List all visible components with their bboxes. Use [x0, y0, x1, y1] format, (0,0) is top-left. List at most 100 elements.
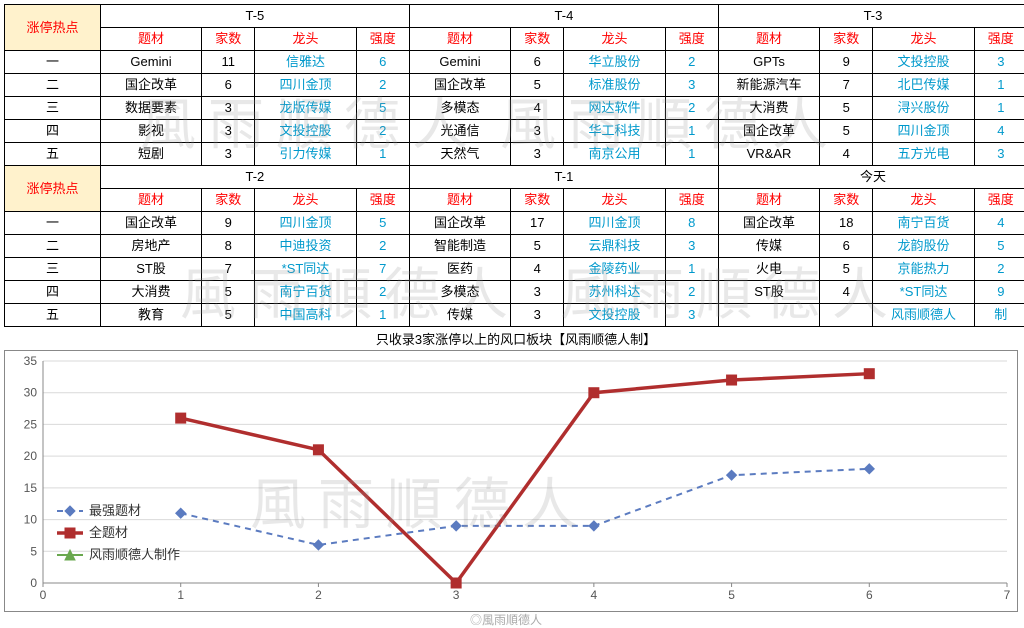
- column-header: 龙头: [873, 28, 974, 51]
- data-cell: 文投控股: [255, 120, 356, 143]
- data-cell: 天然气: [409, 143, 510, 166]
- column-header: 龙头: [564, 189, 665, 212]
- data-cell: 大消费: [718, 97, 819, 120]
- data-cell: 引力传媒: [255, 143, 356, 166]
- data-cell: Gemini: [100, 51, 201, 74]
- column-header: 题材: [100, 28, 201, 51]
- data-cell: 国企改革: [718, 120, 819, 143]
- svg-text:6: 6: [866, 588, 873, 602]
- data-cell: 5: [511, 74, 564, 97]
- corner-label: 涨停热点: [5, 5, 101, 51]
- column-header: 强度: [974, 189, 1024, 212]
- data-cell: 国企改革: [100, 74, 201, 97]
- data-cell: 2: [356, 281, 409, 304]
- data-cell: 3: [974, 143, 1024, 166]
- column-header: 强度: [356, 28, 409, 51]
- data-cell: 3: [511, 281, 564, 304]
- data-cell: 四川金顶: [255, 74, 356, 97]
- data-cell: 龙版传媒: [255, 97, 356, 120]
- row-label: 二: [5, 74, 101, 97]
- data-cell: 6: [511, 51, 564, 74]
- data-cell: 6: [820, 235, 873, 258]
- data-cell: 4: [820, 281, 873, 304]
- data-cell: 四川金顶: [255, 212, 356, 235]
- column-header: 题材: [718, 28, 819, 51]
- data-cell: 国企改革: [409, 74, 510, 97]
- svg-text:0: 0: [40, 588, 47, 602]
- column-header: 强度: [974, 28, 1024, 51]
- data-cell: 华立股份: [564, 51, 665, 74]
- column-header: 家数: [511, 28, 564, 51]
- data-cell: 8: [665, 212, 718, 235]
- data-cell: [718, 304, 819, 327]
- data-cell: 5: [202, 304, 255, 327]
- data-cell: 华工科技: [564, 120, 665, 143]
- data-cell: 大消费: [100, 281, 201, 304]
- data-cell: 房地产: [100, 235, 201, 258]
- column-header: 龙头: [255, 189, 356, 212]
- data-cell: 2: [665, 51, 718, 74]
- row-label: 二: [5, 235, 101, 258]
- data-cell: 5: [820, 97, 873, 120]
- data-cell: 四川金顶: [564, 212, 665, 235]
- column-header: 题材: [718, 189, 819, 212]
- data-cell: 国企改革: [409, 212, 510, 235]
- data-cell: 新能源汽车: [718, 74, 819, 97]
- data-cell: 4: [511, 97, 564, 120]
- svg-text:5: 5: [30, 544, 37, 558]
- data-cell: 短剧: [100, 143, 201, 166]
- data-cell: 2: [974, 258, 1024, 281]
- data-cell: 9: [974, 281, 1024, 304]
- period-header: T-3: [718, 5, 1024, 28]
- data-cell: 7: [202, 258, 255, 281]
- data-cell: 5: [356, 212, 409, 235]
- data-cell: *ST同达: [873, 281, 974, 304]
- data-cell: 3: [665, 304, 718, 327]
- data-cell: 云鼎科技: [564, 235, 665, 258]
- data-cell: 中国高科: [255, 304, 356, 327]
- column-header: 强度: [665, 189, 718, 212]
- data-cell: 3: [665, 235, 718, 258]
- column-header: 家数: [202, 28, 255, 51]
- data-cell: 9: [820, 51, 873, 74]
- column-header: 龙头: [255, 28, 356, 51]
- data-cell: 5: [202, 281, 255, 304]
- data-cell: 南宁百货: [873, 212, 974, 235]
- data-cell: ST股: [100, 258, 201, 281]
- column-header: 题材: [409, 189, 510, 212]
- data-cell: 文投控股: [873, 51, 974, 74]
- data-cell: 3: [511, 143, 564, 166]
- data-cell: 5: [820, 120, 873, 143]
- chart-title: 只收录3家涨停以上的风口板块【风雨顺德人制】: [4, 329, 1024, 348]
- data-cell: 四川金顶: [873, 120, 974, 143]
- data-cell: *ST同达: [255, 258, 356, 281]
- svg-text:1: 1: [177, 588, 184, 602]
- data-cell: 南京公用: [564, 143, 665, 166]
- row-label: 五: [5, 304, 101, 327]
- corner-label: 涨停热点: [5, 166, 101, 212]
- svg-text:4: 4: [591, 588, 598, 602]
- line-chart: 0510152025303501234567最强题材全题材风雨顺德人制作: [4, 350, 1018, 612]
- row-label: 四: [5, 281, 101, 304]
- data-cell: 医药: [409, 258, 510, 281]
- data-cell: 北巴传媒: [873, 74, 974, 97]
- data-cell: 文投控股: [564, 304, 665, 327]
- data-cell: 2: [356, 235, 409, 258]
- row-label: 四: [5, 120, 101, 143]
- data-cell: 6: [356, 51, 409, 74]
- data-cell: 影视: [100, 120, 201, 143]
- data-cell: 5: [356, 97, 409, 120]
- data-cell: 金陵药业: [564, 258, 665, 281]
- data-cell: 火电: [718, 258, 819, 281]
- data-cell: [820, 304, 873, 327]
- data-cell: VR&AR: [718, 143, 819, 166]
- svg-text:7: 7: [1004, 588, 1011, 602]
- data-cell: 传媒: [409, 304, 510, 327]
- data-cell: 3: [202, 97, 255, 120]
- data-cell: 中迪投资: [255, 235, 356, 258]
- row-label: 一: [5, 212, 101, 235]
- row-label: 五: [5, 143, 101, 166]
- data-cell: Gemini: [409, 51, 510, 74]
- data-cell: 3: [511, 304, 564, 327]
- row-label: 三: [5, 258, 101, 281]
